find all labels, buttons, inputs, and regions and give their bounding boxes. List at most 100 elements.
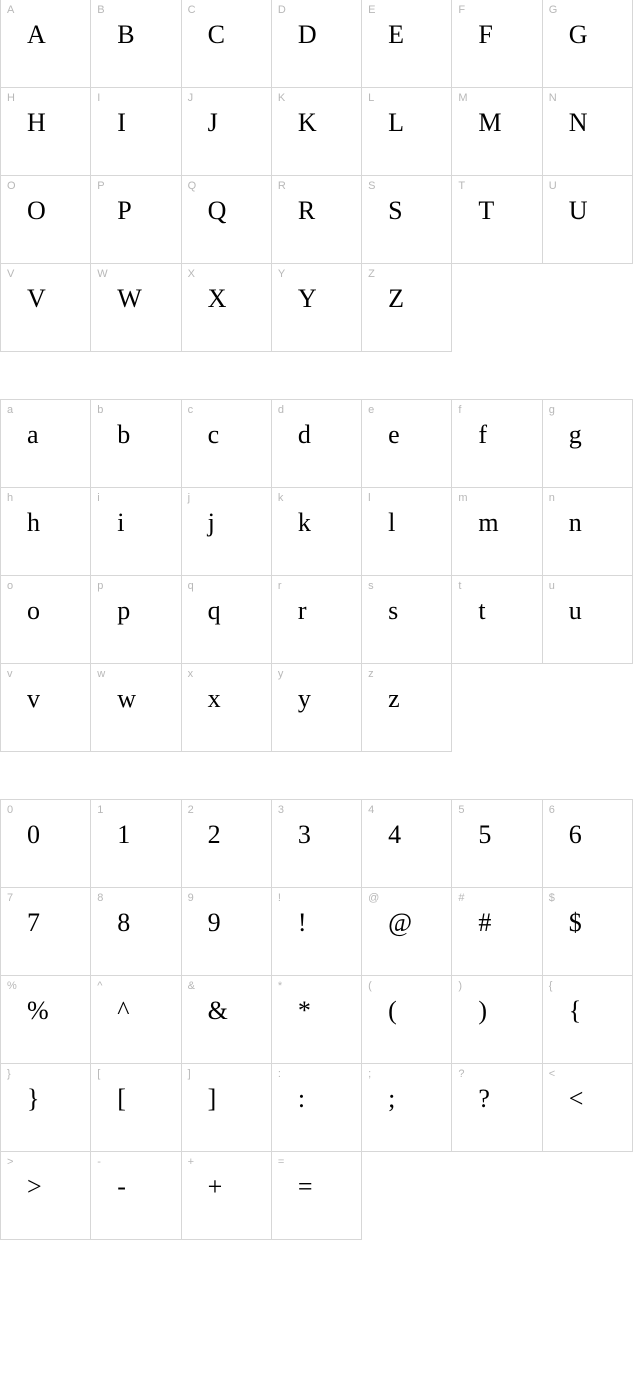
glyph-cell: NN [542,87,633,176]
glyph-cell-glyph: ( [388,996,397,1026]
glyph-cell: ;; [361,1063,452,1152]
glyph-cell-glyph: 2 [208,820,221,850]
glyph-cell-label: o [7,580,13,592]
glyph-section-uppercase: AABBCCDDEEFFGGHHIIJJKKLLMMNNOOPPQQRRSSTT… [0,0,640,352]
glyph-cell-glyph: g [569,420,582,450]
glyph-cell-glyph: > [27,1172,42,1202]
glyph-grid: 00112233445566778899!!@@##$$%%^^&&**(())… [1,800,633,1240]
glyph-cell: jj [181,487,272,576]
glyph-cell-label: Q [188,180,197,192]
glyph-cell-glyph: Z [388,284,404,314]
glyph-cell-glyph: Y [298,284,317,314]
glyph-cell: EE [361,0,452,88]
glyph-cell: rr [271,575,362,664]
glyph-cell-label: } [7,1068,11,1080]
glyph-cell-label: * [278,980,282,992]
glyph-cell-glyph: 1 [117,820,130,850]
glyph-cell-glyph: t [478,596,485,626]
glyph-cell-glyph: b [117,420,130,450]
glyph-cell-label: = [278,1156,284,1168]
glyph-cell-label: F [458,4,465,16]
glyph-cell-label: B [97,4,104,16]
glyph-cell-empty [451,1151,542,1240]
glyph-cell: AA [0,0,91,88]
glyph-cell-label: L [368,92,374,104]
glyph-cell: KK [271,87,362,176]
glyph-cell-label: V [7,268,14,280]
glyph-cell-empty [542,263,633,352]
glyph-cell-label: A [7,4,14,16]
glyph-cell-glyph: : [298,1084,305,1114]
glyph-cell: && [181,975,272,1064]
glyph-cell: ++ [181,1151,272,1240]
glyph-cell-label: P [97,180,104,192]
glyph-cell-label: z [368,668,374,680]
glyph-cell-glyph: T [478,196,494,226]
glyph-cell-glyph: ) [478,996,487,1026]
glyph-cell: vv [0,663,91,752]
glyph-cell-label: x [188,668,194,680]
glyph-cell-label: J [188,92,194,104]
glyph-cell-glyph: y [298,684,311,714]
glyph-cell-label: 1 [97,804,103,816]
glyph-cell-empty [451,263,542,352]
glyph-cell: 00 [0,799,91,888]
glyph-cell-label: j [188,492,190,504]
glyph-cell-label: @ [368,892,379,904]
glyph-cell-glyph: < [569,1084,584,1114]
glyph-cell: HH [0,87,91,176]
glyph-cell-glyph: w [117,684,136,714]
glyph-cell-glyph: P [117,196,131,226]
glyph-cell-label: N [549,92,557,104]
glyph-cell-label: k [278,492,284,504]
glyph-cell-glyph: B [117,20,134,50]
glyph-cell: WW [90,263,181,352]
glyph-cell-glyph: = [298,1172,313,1202]
glyph-cell-glyph: ? [478,1084,490,1114]
glyph-cell: LL [361,87,452,176]
glyph-cell: << [542,1063,633,1152]
glyph-cell-label: C [188,4,196,16]
glyph-cell-label: ? [458,1068,464,1080]
glyph-cell-glyph: } [27,1084,39,1114]
glyph-cell-label: M [458,92,467,104]
glyph-cell: 11 [90,799,181,888]
glyph-cell: FF [451,0,542,88]
glyph-cell: bb [90,399,181,488]
glyph-cell: (( [361,975,452,1064]
glyph-cell-label: ( [368,980,372,992]
glyph-cell-glyph: L [388,108,404,138]
glyph-section-lowercase: aabbccddeeffgghhiijjkkllmmnnooppqqrrsstt… [0,400,640,752]
glyph-grid: aabbccddeeffgghhiijjkkllmmnnooppqqrrsstt… [1,400,633,752]
glyph-cell-glyph: M [478,108,501,138]
glyph-cell-label: W [97,268,107,280]
glyph-cell: ll [361,487,452,576]
glyph-cell-glyph: N [569,108,588,138]
glyph-cell: ee [361,399,452,488]
glyph-cell-label: u [549,580,555,592]
glyph-cell-label: 0 [7,804,13,816]
glyph-cell-label: X [188,268,195,280]
glyph-cell-glyph: # [478,908,491,938]
glyph-cell-label: R [278,180,286,192]
glyph-cell: yy [271,663,362,752]
glyph-cell-label: ) [458,980,462,992]
glyph-cell-glyph: ^ [117,996,129,1026]
glyph-cell-glyph: U [569,196,588,226]
glyph-cell-label: [ [97,1068,100,1080]
glyph-cell: mm [451,487,542,576]
glyph-cell-glyph: h [27,508,40,538]
glyph-cell-glyph: R [298,196,315,226]
glyph-cell-glyph: O [27,196,46,226]
glyph-cell: :: [271,1063,362,1152]
glyph-cell-label: % [7,980,17,992]
glyph-cell: VV [0,263,91,352]
glyph-cell: qq [181,575,272,664]
glyph-cell-label: O [7,180,16,192]
glyph-cell-empty [361,1151,452,1240]
glyph-cell: ^^ [90,975,181,1064]
glyph-cell-glyph: J [208,108,218,138]
glyph-cell-label: d [278,404,284,416]
glyph-cell: uu [542,575,633,664]
glyph-cell: == [271,1151,362,1240]
